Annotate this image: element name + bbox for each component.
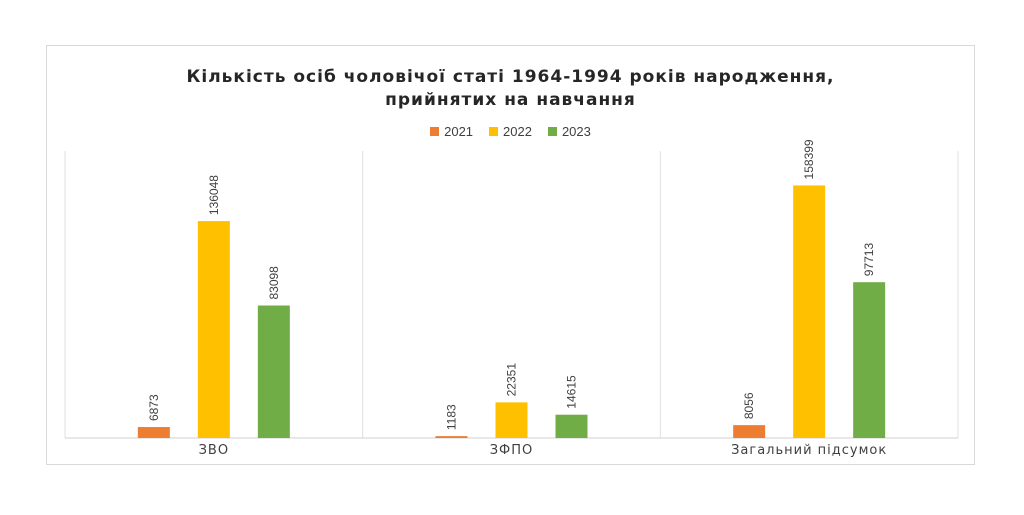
bar-2023-2 <box>853 282 886 438</box>
bar-2022-2 <box>793 185 826 438</box>
legend-label-2023: 2023 <box>561 124 591 139</box>
chart-plot-area: 6873 136048 83098 ЗВО 1183 22351 14615 ЗФПО 8056… <box>64 139 959 458</box>
data-label-2023-0: 83098 <box>267 266 281 300</box>
data-label-2022-1: 22351 <box>505 363 519 397</box>
bar-2021-2 <box>733 425 766 438</box>
bar-2021-0 <box>137 427 170 438</box>
data-label-2023-1: 14615 <box>565 375 579 409</box>
chart-title: Кількість осіб чоловічої статі 1964-1994… <box>47 66 974 112</box>
x-tick-label-2: Загальний підсумок <box>731 443 887 458</box>
chart-title-line-2: прийнятих на навчання <box>385 90 636 110</box>
data-label-2021-1: 1183 <box>445 404 459 430</box>
data-label-2023-2: 97713 <box>862 243 876 277</box>
x-tick-label-0: ЗВО <box>199 443 230 458</box>
chart-frame: Кількість осіб чоловічої статі 1964-1994… <box>46 45 975 465</box>
data-label-2021-0: 6873 <box>147 394 161 421</box>
x-tick-label-1: ЗФПО <box>490 443 534 458</box>
legend-label-2022: 2022 <box>503 124 532 139</box>
chart-title-line-1: Кількість осіб чоловічої статі 1964-1994… <box>186 67 835 87</box>
legend-swatch-2022 <box>489 127 499 136</box>
legend-item-2022: 2022 <box>489 124 532 139</box>
bar-2021-1 <box>435 436 468 438</box>
data-label-2021-2: 8056 <box>742 392 756 419</box>
bar-2022-1 <box>495 402 528 438</box>
bar-2023-1 <box>555 414 588 438</box>
legend-label-2021: 2021 <box>444 124 474 139</box>
data-label-2022-0: 136048 <box>207 175 221 215</box>
legend-item-2021: 2021 <box>430 124 473 139</box>
chart-legend: 2021 2022 2023 <box>47 124 974 139</box>
legend-item-2023: 2023 <box>547 124 591 139</box>
bar-2023-0 <box>257 305 290 438</box>
legend-swatch-2021 <box>430 127 440 136</box>
bar-2022-0 <box>197 221 230 438</box>
legend-swatch-2023 <box>547 127 557 136</box>
data-label-2022-2: 158399 <box>802 139 816 179</box>
